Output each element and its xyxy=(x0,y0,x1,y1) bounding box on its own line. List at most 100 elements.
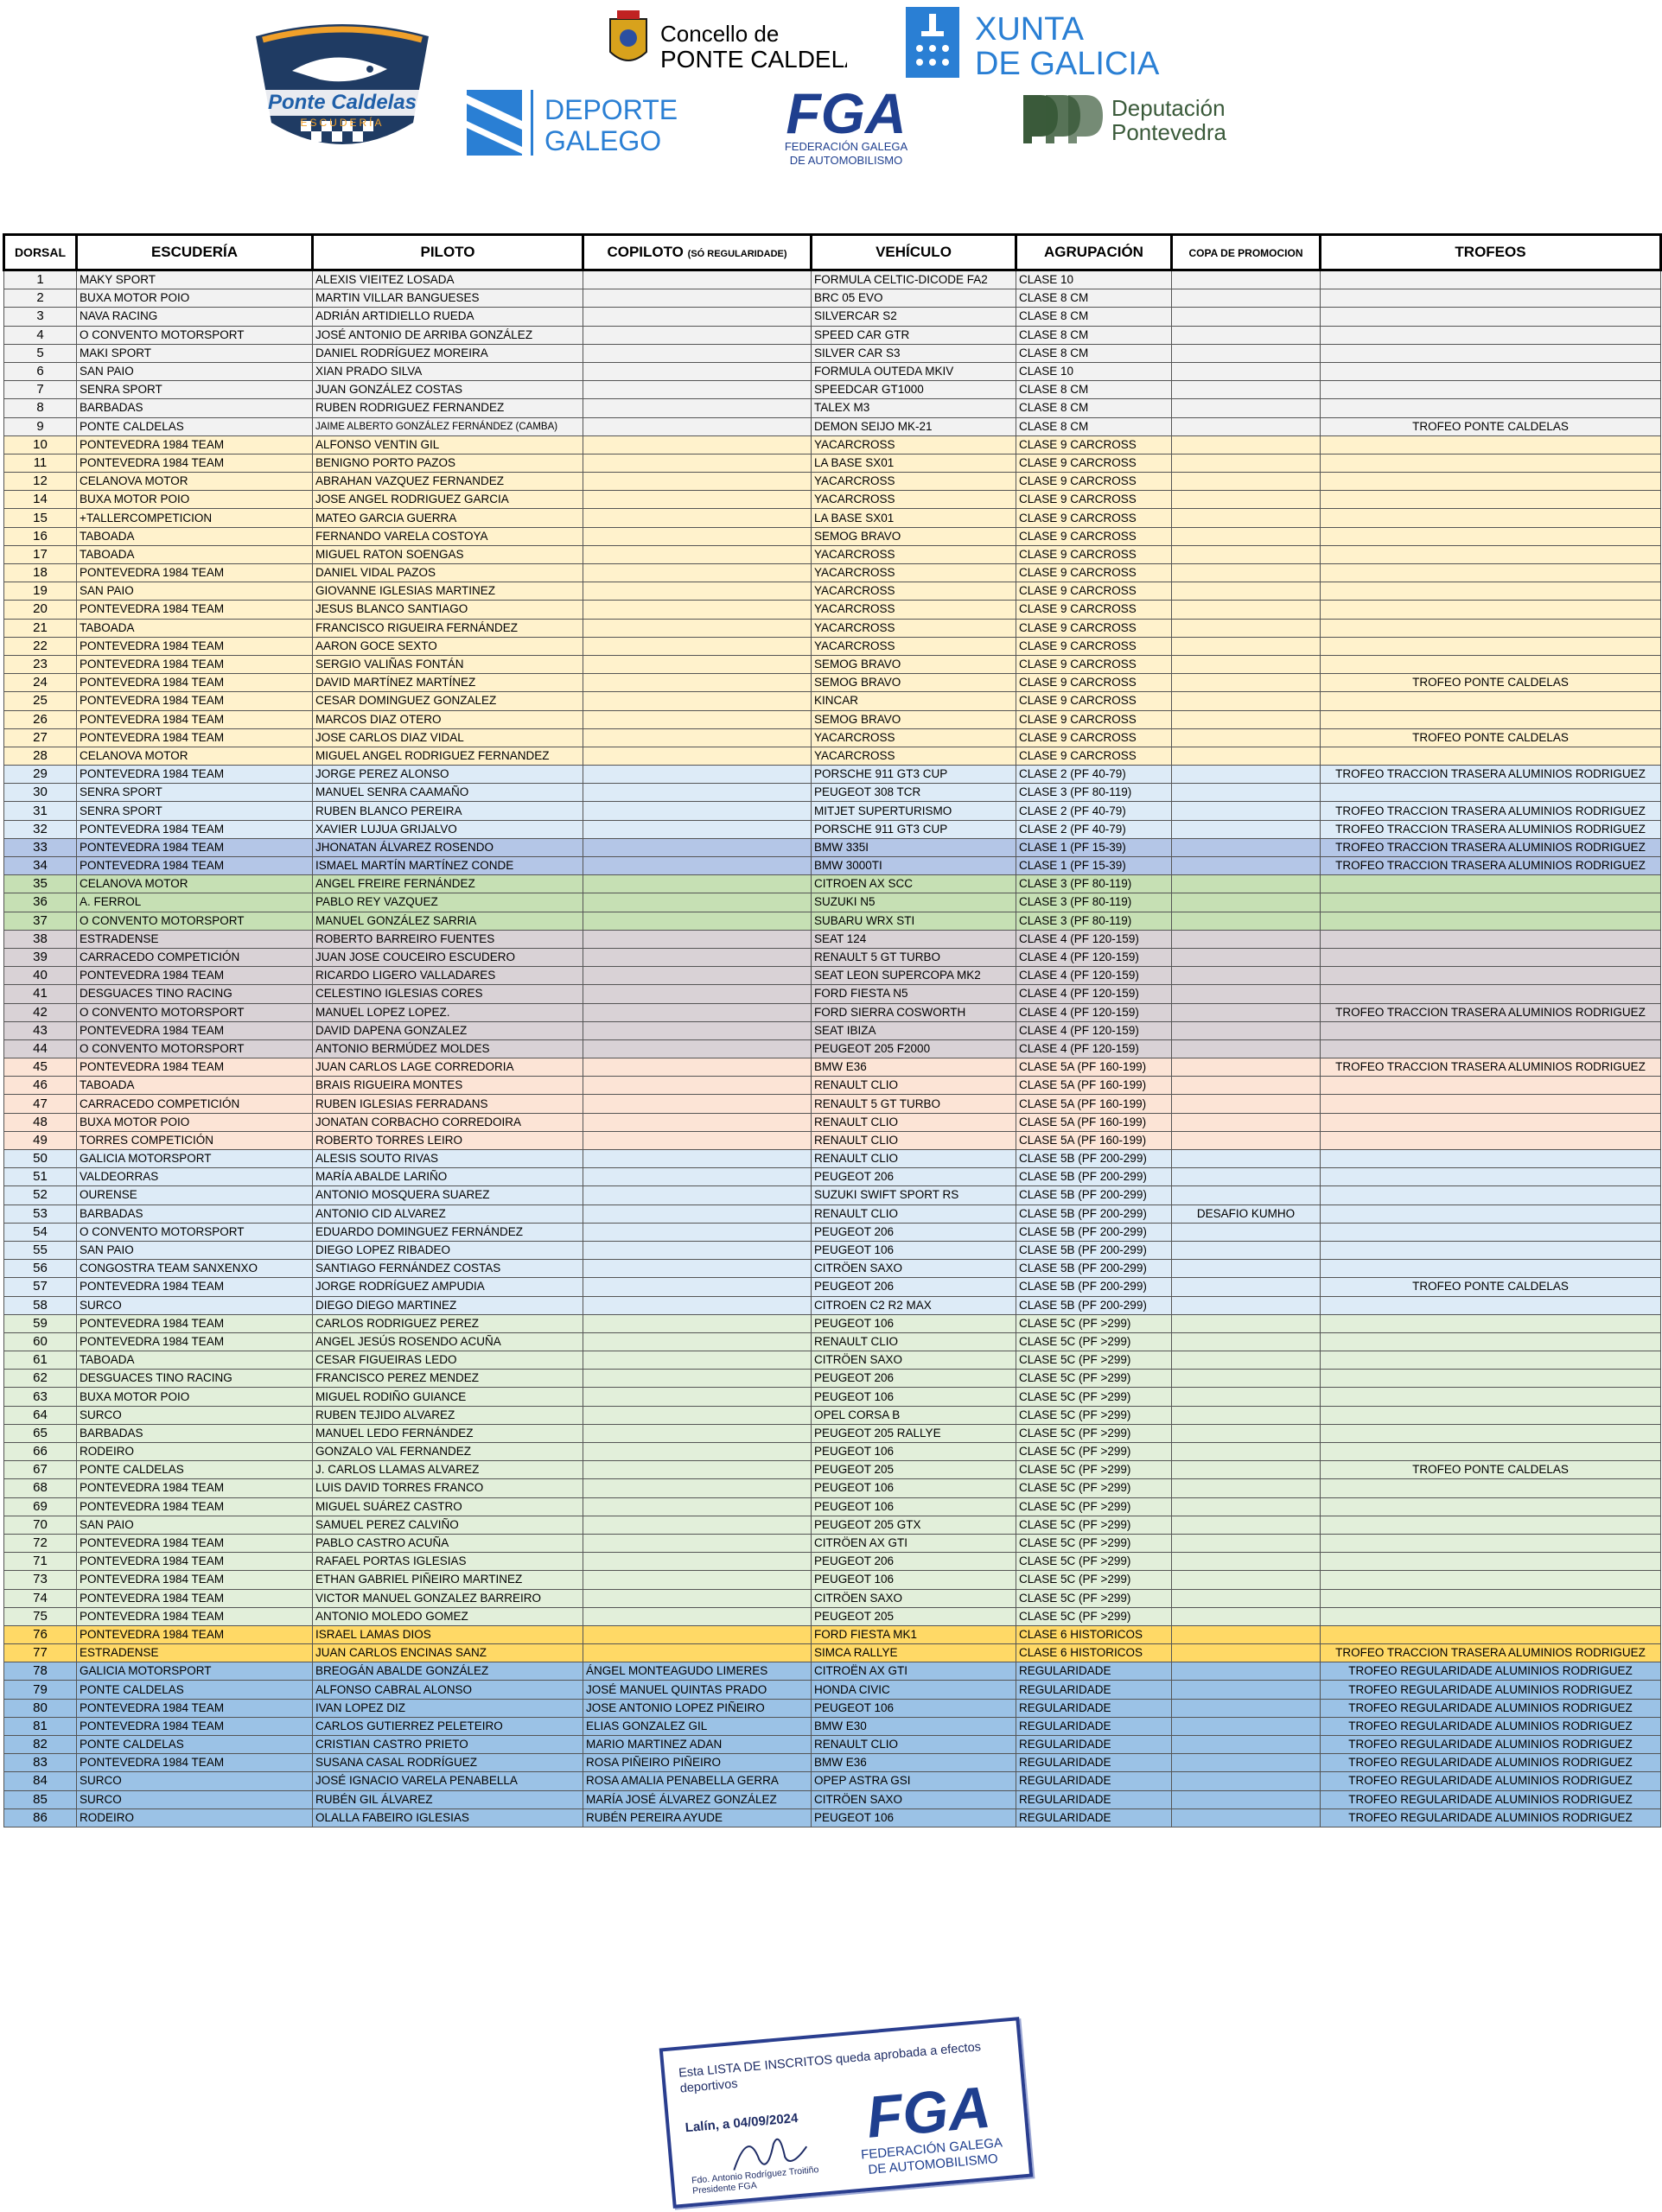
cell-copa xyxy=(1171,1387,1321,1407)
cell-copiloto xyxy=(583,289,812,308)
xunta-de-galicia-logo: XUNTA DE GALICIA xyxy=(906,7,1200,82)
table-row: 75 PONTEVEDRA 1984 TEAM ANTONIO MOLEDO GOM… xyxy=(3,1606,1661,1626)
cell-escuderia: GALICIA MOTORSPORT xyxy=(76,1662,313,1681)
cell-trofeo xyxy=(1320,582,1661,601)
cell-dorsal: 12 xyxy=(3,472,77,492)
cell-copiloto xyxy=(583,1020,812,1040)
cell-dorsal: 62 xyxy=(3,1369,77,1389)
cell-trofeo xyxy=(1320,453,1661,474)
cell-piloto: ANGEL FREIRE FERNÁNDEZ xyxy=(312,874,583,894)
cell-escuderia: BARBADAS xyxy=(76,1204,313,1224)
cell-vehiculo: SPEEDCAR GT1000 xyxy=(811,380,1016,400)
stamp-fga-logo: FGA FEDERACIÓN GALEGA DE AUTOMOBILISMO xyxy=(861,2075,1003,2177)
stamp-signer: Fdo. Antonio Rodríguez Troitiño Presiden… xyxy=(691,2164,820,2196)
cell-trofeo: TROFEO REGULARIDADE ALUMINIOS RODRIGUEZ xyxy=(1320,1789,1661,1809)
cell-copa xyxy=(1171,1313,1321,1333)
cell-escuderia: PONTEVEDRA 1984 TEAM xyxy=(76,1753,313,1773)
cell-piloto: IVAN LOPEZ DIZ xyxy=(312,1698,583,1718)
cell-agrupacion: CLASE 5C (PF >299) xyxy=(1016,1478,1172,1498)
cell-vehiculo: PEUGEOT 205 GTX xyxy=(811,1515,1016,1535)
cell-agrupacion: CLASE 5C (PF >299) xyxy=(1016,1441,1172,1462)
inscritos-table: DORSAL ESCUDERÍA PILOTO COPILOTO (SÓ REG… xyxy=(3,233,1662,1827)
cell-copiloto xyxy=(583,691,812,711)
cell-escuderia: PONTEVEDRA 1984 TEAM xyxy=(76,1533,313,1554)
cell-trofeo: TROFEO PONTE CALDELAS xyxy=(1320,1460,1661,1480)
cell-dorsal: 40 xyxy=(3,966,77,986)
cell-escuderia: BUXA MOTOR POIO xyxy=(76,1112,313,1132)
cell-copa xyxy=(1171,380,1321,400)
cell-escuderia: PONTEVEDRA 1984 TEAM xyxy=(76,1058,313,1077)
cell-trofeo xyxy=(1320,508,1661,528)
cell-copiloto: MARIO MARTINEZ ADAN xyxy=(583,1734,812,1755)
cell-copiloto xyxy=(583,709,812,729)
concello-line2: PONTE CALDELAS xyxy=(660,46,847,73)
cell-piloto: ANGEL JESÚS ROSENDO ACUÑA xyxy=(312,1332,583,1352)
table-row: 24 PONTEVEDRA 1984 TEAM DAVID MARTÍNEZ MAR… xyxy=(3,673,1661,693)
cell-copa xyxy=(1171,1277,1321,1297)
deputacion-line2: Pontevedra xyxy=(1111,119,1227,145)
cell-dorsal: 54 xyxy=(3,1222,77,1242)
header-copiloto: COPILOTO (SÓ REGULARIDADE) xyxy=(582,233,812,271)
cell-trofeo xyxy=(1320,1039,1661,1059)
cell-escuderia: SAN PAIO xyxy=(76,1515,313,1535)
cell-escuderia: SURCO xyxy=(76,1295,313,1315)
cell-vehiculo: FORMULA OUTEDA MKIV xyxy=(811,361,1016,382)
table-row: 9 PONTE CALDELAS JAIME ALBERTO GONZÁLEZ FE… xyxy=(3,416,1661,436)
cell-vehiculo: PEUGEOT 205 RALLYE xyxy=(811,1423,1016,1444)
cell-dorsal: 52 xyxy=(3,1185,77,1205)
cell-copiloto xyxy=(583,728,812,747)
cell-copa xyxy=(1171,1588,1321,1608)
cell-vehiculo: PEUGEOT 106 xyxy=(811,1497,1016,1516)
cell-trofeo xyxy=(1320,746,1661,766)
table-row: 19 SAN PAIO GIOVANNE IGLESIAS MARTINEZ YACA… xyxy=(3,582,1661,601)
cell-trofeo xyxy=(1320,1387,1661,1407)
cell-escuderia: TABOADA xyxy=(76,1076,313,1096)
cell-piloto: MANUEL GONZÁLEZ SARRIA xyxy=(312,911,583,931)
table-row: 34 PONTEVEDRA 1984 TEAM ISMAEL MARTÍN MART… xyxy=(3,855,1661,876)
cell-copa xyxy=(1171,947,1321,968)
cell-vehiculo: PEUGEOT 205 xyxy=(811,1606,1016,1626)
cell-vehiculo: CITRÖEN SAXO xyxy=(811,1588,1016,1608)
cell-copa xyxy=(1171,929,1321,949)
cell-copa xyxy=(1171,1185,1321,1205)
cell-dorsal: 42 xyxy=(3,1002,77,1022)
table-row: 1 MAKY SPORT ALEXIS VIEITEZ LOSADA FORMULA … xyxy=(3,269,1661,290)
fga-mark: FGA xyxy=(786,83,906,145)
table-body: 1 MAKY SPORT ALEXIS VIEITEZ LOSADA FORMULA … xyxy=(3,269,1661,1827)
cell-agrupacion: CLASE 4 (PF 120-159) xyxy=(1016,966,1172,986)
cell-agrupacion: CLASE 4 (PF 120-159) xyxy=(1016,984,1172,1004)
cell-copa xyxy=(1171,1808,1321,1827)
cell-escuderia: CELANOVA MOTOR xyxy=(76,874,313,894)
cell-copiloto xyxy=(583,1259,812,1279)
cell-escuderia: PONTEVEDRA 1984 TEAM xyxy=(76,765,313,785)
cell-trofeo xyxy=(1320,1423,1661,1444)
fga-line2: DE AUTOMOBILISMO xyxy=(790,154,903,167)
cell-piloto: VICTOR MANUEL GONZALEZ BARREIRO xyxy=(312,1588,583,1608)
cell-dorsal: 33 xyxy=(3,837,77,858)
cell-piloto: MARCOS DIAZ OTERO xyxy=(312,709,583,729)
table-row: 2 BUXA MOTOR POIO MARTIN VILLAR BANGUESES B… xyxy=(3,289,1661,308)
table-row: 81 PONTEVEDRA 1984 TEAM CARLOS GUTIERREZ P… xyxy=(3,1716,1661,1737)
cell-piloto: DAVID DAPENA GONZALEZ xyxy=(312,1020,583,1040)
cell-copiloto xyxy=(583,380,812,400)
cell-agrupacion: CLASE 5B (PF 200-299) xyxy=(1016,1295,1172,1315)
cell-copa xyxy=(1171,582,1321,601)
cell-copa xyxy=(1171,1332,1321,1352)
table-row: 23 PONTEVEDRA 1984 TEAM SERGIO VALIÑAS FON… xyxy=(3,654,1661,675)
cell-agrupacion: CLASE 8 CM xyxy=(1016,343,1172,363)
cell-agrupacion: CLASE 5B (PF 200-299) xyxy=(1016,1259,1172,1279)
cell-vehiculo: FORD SIERRA COSWORTH xyxy=(811,1002,1016,1022)
cell-copiloto xyxy=(583,563,812,583)
cell-agrupacion: CLASE 6 HISTORICOS xyxy=(1016,1624,1172,1645)
cell-piloto: DANIEL VIDAL PAZOS xyxy=(312,563,583,583)
cell-agrupacion: CLASE 5B (PF 200-299) xyxy=(1016,1222,1172,1242)
cell-piloto: CELESTINO IGLESIAS CORES xyxy=(312,984,583,1004)
cell-piloto: ABRAHAN VAZQUEZ FERNANDEZ xyxy=(312,472,583,492)
cell-escuderia: O CONVENTO MOTORSPORT xyxy=(76,1002,313,1022)
cell-escuderia: PONTEVEDRA 1984 TEAM xyxy=(76,1698,313,1718)
cell-copa xyxy=(1171,673,1321,693)
cell-copiloto xyxy=(583,1643,812,1663)
xunta-line1: XUNTA xyxy=(975,11,1085,48)
concello-line1: Concello de xyxy=(660,21,779,47)
cell-copa xyxy=(1171,1533,1321,1554)
